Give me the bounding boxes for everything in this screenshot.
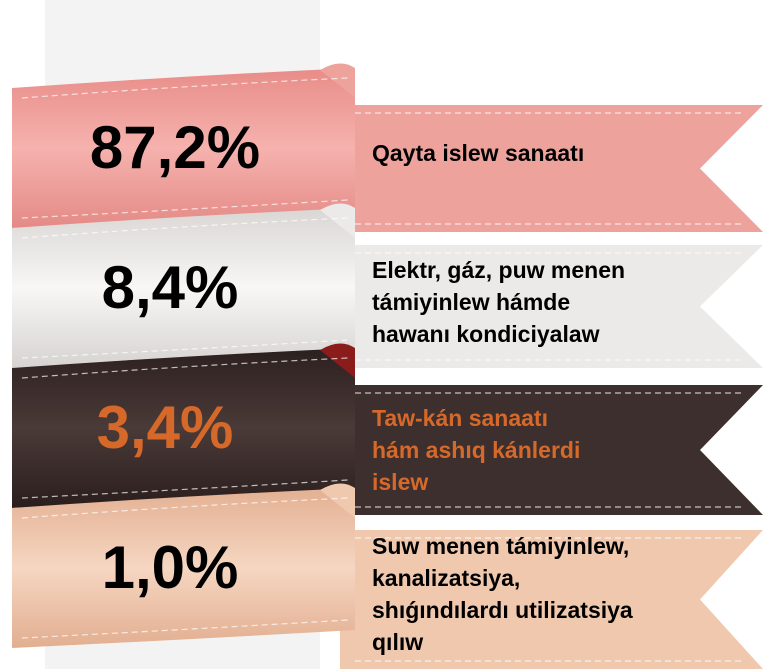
banner: [340, 105, 763, 232]
banner: [340, 245, 763, 368]
ribbon-stitch: [21, 217, 349, 239]
ribbon-stitch: [21, 77, 349, 99]
ribbon-row: 1,0% Suw menen támiyinlew, kanalizatsiya, s…: [12, 483, 763, 669]
sector-label: Suw menen támiyinlew,: [372, 533, 629, 559]
rows: 87,2% Qayta islew sanaatı 8,4% Elektr, gáz,…: [12, 63, 763, 669]
ribbon-stitch: [21, 497, 349, 519]
ribbon-stitch: [21, 479, 349, 499]
percent-value: 8,4%: [102, 254, 239, 321]
sector-label: kanalizatsiya,: [372, 565, 520, 591]
ribbon-stitch: [21, 357, 349, 379]
percent-value: 87,2%: [90, 114, 260, 181]
sector-label: Qayta islew sanaatı: [372, 140, 584, 166]
ribbon-row: 3,4% Taw-kán sanaatı hám ashıq kánlerdi isl…: [12, 343, 763, 515]
sector-label: islew: [372, 469, 428, 495]
sector-label: hám ashıq kánlerdi: [372, 437, 580, 463]
ribbon: [12, 488, 355, 648]
ribbon-stitch: [21, 339, 349, 359]
percent-value: 1,0%: [102, 534, 239, 601]
ribbon-curl: [320, 343, 355, 378]
ribbon-stitch: [21, 619, 349, 639]
percent-value: 3,4%: [97, 394, 234, 461]
ribbon: [12, 68, 355, 228]
sector-label: hawanı kondiciyalaw: [372, 321, 600, 347]
ribbon-row: 87,2% Qayta islew sanaatı: [12, 63, 763, 232]
sector-label: qılıw: [372, 629, 423, 655]
ribbon-stitch: [21, 199, 349, 219]
ribbon: [12, 208, 355, 368]
ribbon-curl: [320, 483, 355, 518]
sector-label: támiyinlew hámde: [372, 289, 570, 315]
banner: [340, 530, 763, 669]
ribbon-row: 8,4% Elektr, gáz, puw menen támiyinlew hám…: [12, 203, 763, 368]
banner: [340, 385, 763, 515]
ribbon: [12, 348, 355, 508]
ribbon-curl: [320, 63, 355, 98]
sector-label: Taw-kán sanaatı: [372, 405, 548, 431]
sector-label: shıǵındılardı utilizatsiya: [372, 597, 633, 623]
ribbon-curl: [320, 203, 355, 238]
sector-label: Elektr, gáz, puw menen: [372, 257, 625, 283]
